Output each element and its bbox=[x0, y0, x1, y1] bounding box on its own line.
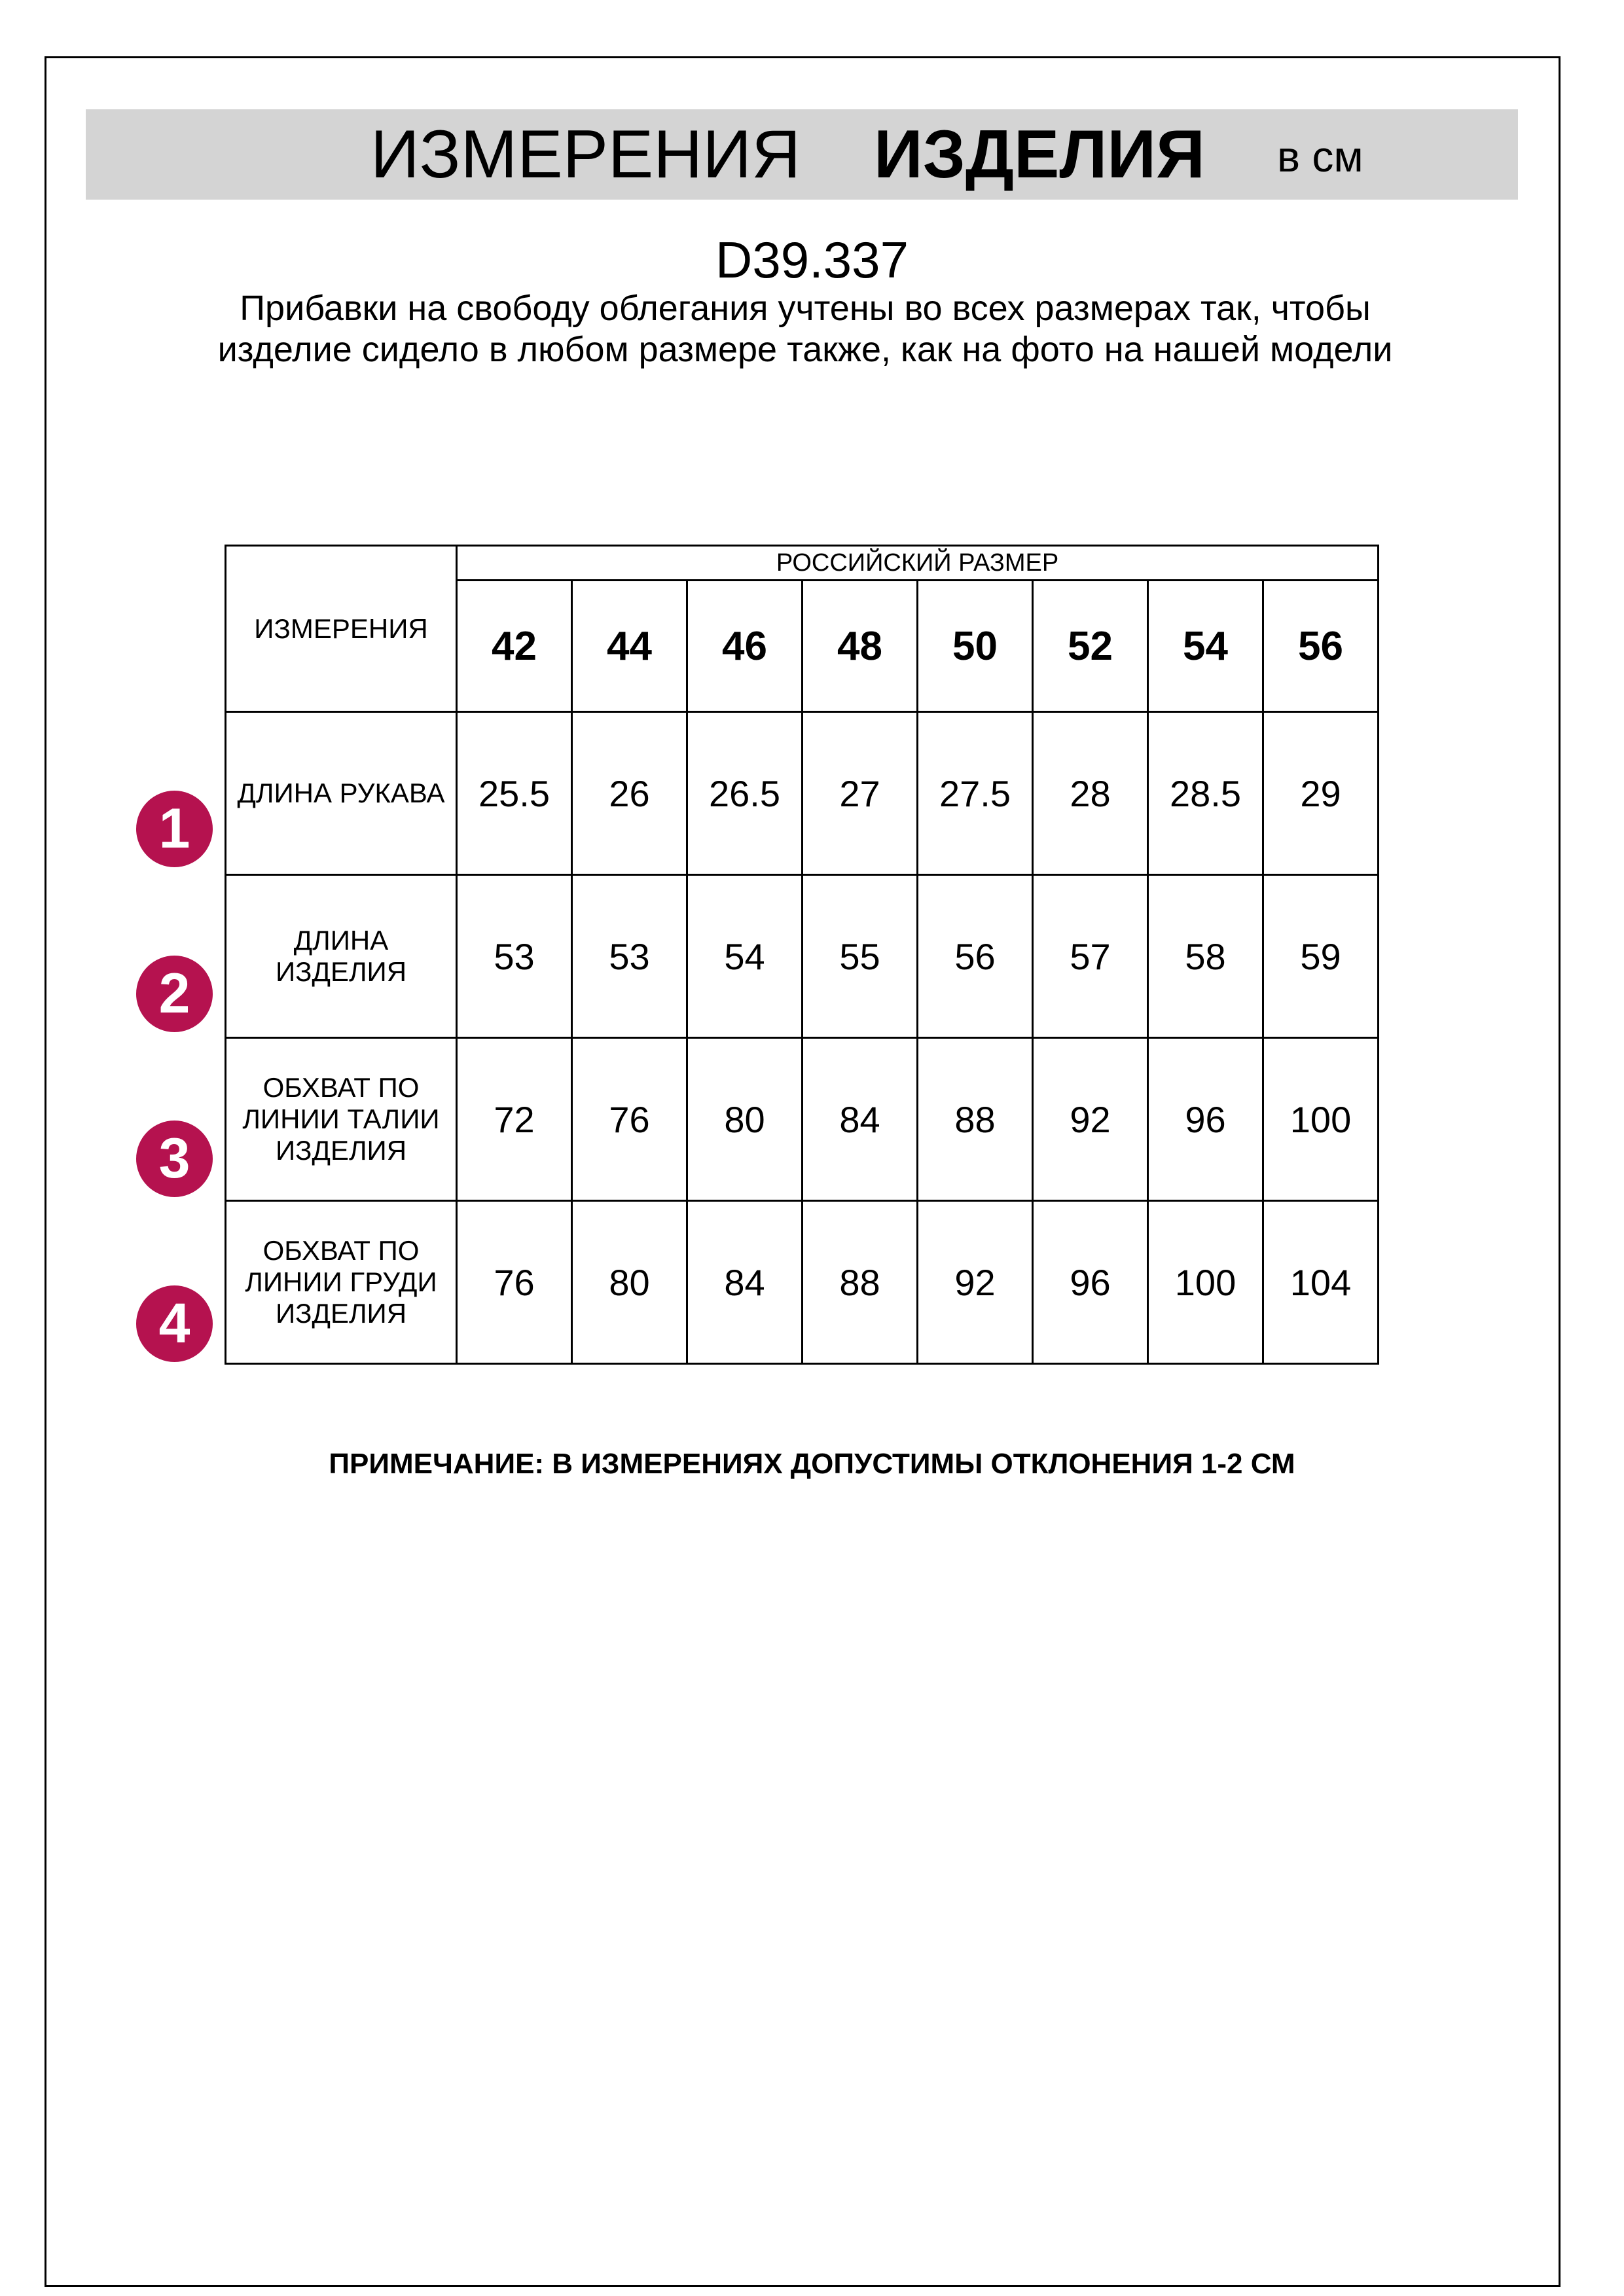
table-cell: 58 bbox=[1147, 874, 1264, 1039]
title-measurements: ИЗМЕРЕНИЯ bbox=[370, 117, 801, 192]
row-label: ОБХВАТ ПО ЛИНИИ ТАЛИИ ИЗДЕЛИЯ bbox=[225, 1037, 458, 1202]
header-band bbox=[86, 109, 1518, 200]
table-cell: 25.5 bbox=[456, 711, 573, 876]
table-cell: 53 bbox=[571, 874, 688, 1039]
row-number-badge: 2 bbox=[136, 956, 213, 1032]
table-cell: 59 bbox=[1262, 874, 1379, 1039]
size-group-header: РОССИЙСКИЙ РАЗМЕР bbox=[456, 545, 1379, 581]
size-header: 44 bbox=[571, 579, 688, 713]
row-label: ДЛИНА РУКАВА bbox=[225, 711, 458, 876]
table-cell: 100 bbox=[1147, 1200, 1264, 1365]
description: Прибавки на свободу облегания учтены во … bbox=[217, 289, 1393, 369]
table-cell: 104 bbox=[1262, 1200, 1379, 1365]
table-cell: 53 bbox=[456, 874, 573, 1039]
table-cell: 29 bbox=[1262, 711, 1379, 876]
row-number-badge: 3 bbox=[136, 1121, 213, 1197]
row-label: ДЛИНА ИЗДЕЛИЯ bbox=[225, 874, 458, 1039]
table-row: ОБХВАТ ПО ЛИНИИ ГРУДИ ИЗДЕЛИЯ 76 80 84 88 92 9… bbox=[225, 1200, 1379, 1365]
table-cell: 26.5 bbox=[686, 711, 803, 876]
table-row: ДЛИНА РУКАВА 25.5 26 26.5 27 27.5 28 28.5 29 bbox=[225, 711, 1379, 876]
size-header: 54 bbox=[1147, 579, 1264, 713]
size-header: 50 bbox=[916, 579, 1034, 713]
note: ПРИМЕЧАНИЕ: В ИЗМЕРЕНИЯХ ДОПУСТИМЫ ОТКЛО… bbox=[329, 1448, 1295, 1480]
title-product: ИЗДЕЛИЯ bbox=[874, 117, 1205, 192]
product-code: D39.337 bbox=[715, 231, 909, 289]
table-cell: 80 bbox=[686, 1037, 803, 1202]
table-cell: 55 bbox=[801, 874, 918, 1039]
table-cell: 27 bbox=[801, 711, 918, 876]
table-cell: 57 bbox=[1032, 874, 1149, 1039]
size-table: ИЗМЕРЕНИЯ РОССИЙСКИЙ РАЗМЕР 42 44 46 48 50 52 54… bbox=[225, 545, 1379, 1365]
size-header: 52 bbox=[1032, 579, 1149, 713]
size-header: 56 bbox=[1262, 579, 1379, 713]
table-cell: 96 bbox=[1032, 1200, 1149, 1365]
table-cell: 54 bbox=[686, 874, 803, 1039]
page-frame bbox=[45, 56, 1561, 2287]
table-cell: 56 bbox=[916, 874, 1034, 1039]
table-cell: 84 bbox=[801, 1037, 918, 1202]
table-cell: 92 bbox=[916, 1200, 1034, 1365]
table-cell: 100 bbox=[1262, 1037, 1379, 1202]
table-cell: 27.5 bbox=[916, 711, 1034, 876]
table-cell: 28.5 bbox=[1147, 711, 1264, 876]
table-row: ДЛИНА ИЗДЕЛИЯ 53 53 54 55 56 57 58 59 bbox=[225, 874, 1379, 1039]
row-number-badge: 1 bbox=[136, 791, 213, 867]
row-label: ОБХВАТ ПО ЛИНИИ ГРУДИ ИЗДЕЛИЯ bbox=[225, 1200, 458, 1365]
table-cell: 76 bbox=[456, 1200, 573, 1365]
measurements-header: ИЗМЕРЕНИЯ bbox=[225, 545, 458, 713]
row-number-badge: 4 bbox=[136, 1285, 213, 1362]
table-cell: 84 bbox=[686, 1200, 803, 1365]
table-cell: 28 bbox=[1032, 711, 1149, 876]
table-cell: 92 bbox=[1032, 1037, 1149, 1202]
table-cell: 88 bbox=[916, 1037, 1034, 1202]
table-cell: 26 bbox=[571, 711, 688, 876]
table-cell: 88 bbox=[801, 1200, 918, 1365]
title-unit: в см bbox=[1277, 132, 1363, 181]
table-row: ОБХВАТ ПО ЛИНИИ ТАЛИИ ИЗДЕЛИЯ 72 76 80 84 88 9… bbox=[225, 1037, 1379, 1202]
table-cell: 80 bbox=[571, 1200, 688, 1365]
size-header: 48 bbox=[801, 579, 918, 713]
size-header: 42 bbox=[456, 579, 573, 713]
table-cell: 72 bbox=[456, 1037, 573, 1202]
size-header: 46 bbox=[686, 579, 803, 713]
table-cell: 76 bbox=[571, 1037, 688, 1202]
table-cell: 96 bbox=[1147, 1037, 1264, 1202]
